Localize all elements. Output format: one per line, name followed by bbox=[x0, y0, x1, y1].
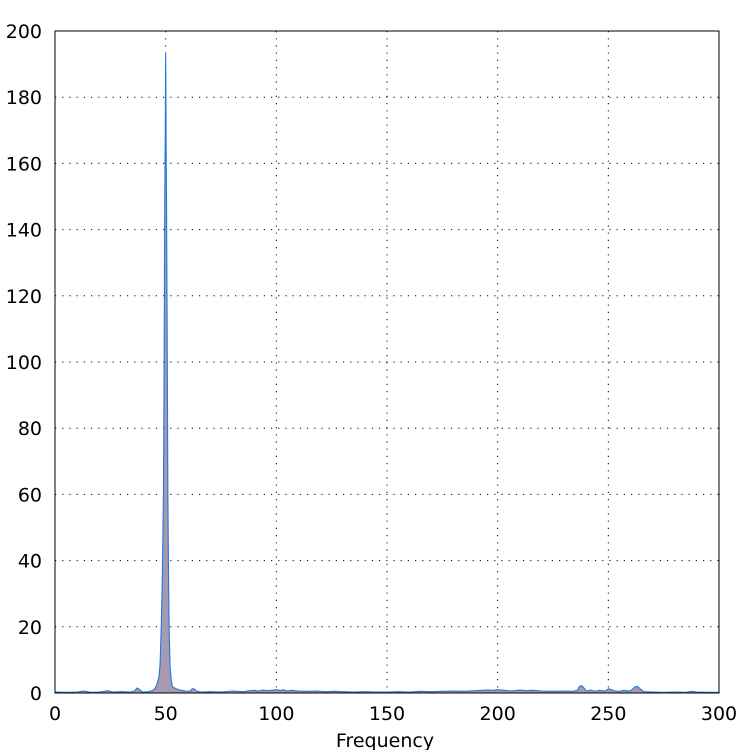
x-tick-label: 300 bbox=[701, 703, 737, 725]
grid-layer bbox=[55, 31, 719, 693]
spectrum-line bbox=[54, 54, 719, 693]
y-tick-label: 100 bbox=[6, 352, 42, 374]
x-tick-label: 100 bbox=[258, 703, 294, 725]
y-tick-label: 40 bbox=[18, 551, 42, 573]
x-tick-label: 50 bbox=[154, 703, 178, 725]
y-tick-label: 120 bbox=[6, 286, 42, 308]
y-tick-label: 60 bbox=[18, 484, 42, 506]
series-layer bbox=[54, 54, 719, 694]
x-axis-title: Frequency bbox=[336, 730, 434, 750]
y-tick-label: 160 bbox=[6, 153, 42, 175]
y-tick-labels: 0 20 40 60 80 100 120 140 160 180 200 bbox=[6, 21, 42, 705]
x-tick-label: 250 bbox=[590, 703, 626, 725]
spectrum-area-fill bbox=[55, 54, 719, 694]
x-tick-label: 150 bbox=[369, 703, 405, 725]
y-tick-label: 200 bbox=[6, 21, 42, 43]
y-tick-label: 20 bbox=[18, 617, 42, 639]
y-tick-label: 80 bbox=[18, 418, 42, 440]
x-tick-label: 200 bbox=[480, 703, 516, 725]
y-tick-label: 0 bbox=[30, 683, 42, 705]
y-tick-label: 140 bbox=[6, 220, 42, 242]
plot-frame bbox=[54, 30, 720, 694]
x-tick-labels: 0 50 100 150 200 250 300 bbox=[49, 703, 737, 725]
x-tick-label: 0 bbox=[49, 703, 61, 725]
y-tick-label: 180 bbox=[6, 87, 42, 109]
